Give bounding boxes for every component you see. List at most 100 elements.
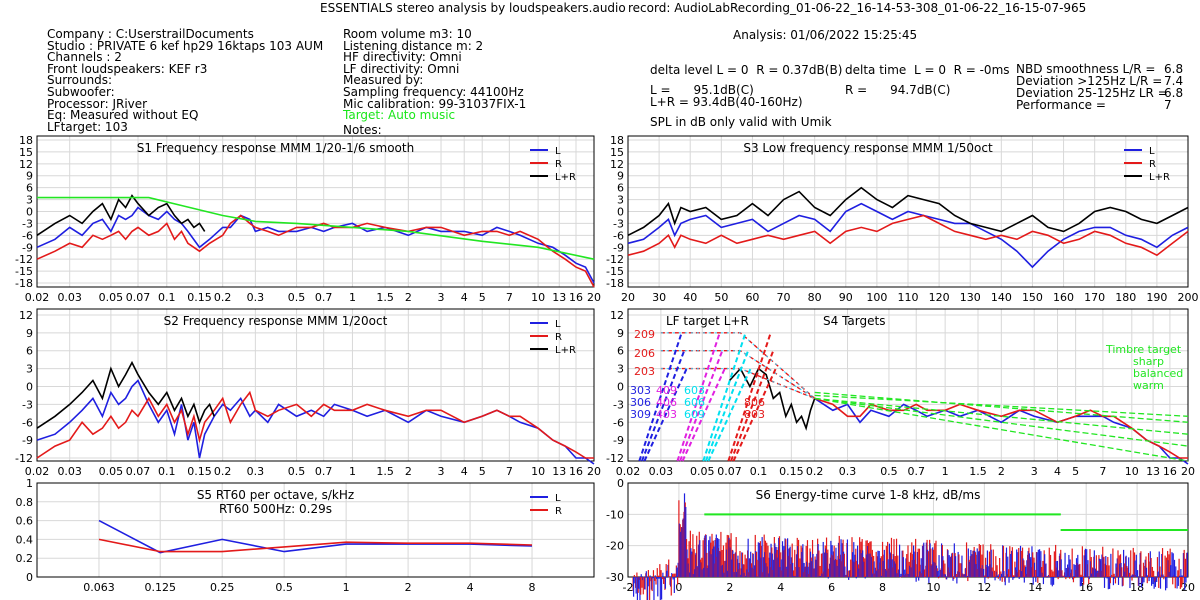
x-tick-label: 0.15	[187, 291, 212, 304]
chart-title: S4 Targets	[823, 314, 885, 328]
x-tick-label: 0.05	[690, 465, 715, 478]
y-tick-label: -6	[613, 416, 624, 429]
x-tick-label: 2	[405, 465, 412, 478]
x-tick-label: 0.15	[187, 465, 212, 478]
series-r-line	[36, 214, 595, 288]
x-tick-label: 0.03	[57, 465, 82, 478]
x-tick-label: 0.02	[616, 465, 641, 478]
y-tick-label: -20	[606, 540, 624, 553]
y-tick-label: 9	[26, 327, 33, 340]
lf-target-code: 603	[684, 384, 705, 397]
x-tick-label: 14	[1028, 581, 1042, 594]
lf-target-code: 806	[744, 396, 765, 409]
x-tick-label: 12	[977, 581, 991, 594]
x-tick-label: 3	[438, 465, 445, 478]
surrounds-line: Surrounds:	[47, 73, 113, 88]
y-tick-label: -12	[606, 452, 624, 465]
legend-label: L	[555, 493, 561, 504]
x-tick-label: 0.063	[83, 581, 115, 594]
x-tick-label: 8	[529, 581, 536, 594]
y-tick-label: 0	[26, 571, 33, 584]
y-tick-label: -3	[22, 217, 33, 230]
processor-line: Processor: JRiver	[47, 96, 148, 111]
x-tick-label: 180	[1115, 291, 1136, 304]
x-tick-label: 4	[467, 581, 474, 594]
x-tick-label: 0.3	[247, 465, 265, 478]
x-tick-label: 4	[777, 581, 784, 594]
timbre-label: balanced	[1133, 367, 1183, 380]
lf-slope-target	[704, 350, 750, 462]
series-target-line	[37, 196, 595, 260]
x-tick-label: 0.125	[144, 581, 176, 594]
x-tick-label: 10	[531, 465, 545, 478]
x-tick-label: 0.7	[315, 291, 333, 304]
x-tick-label: 0.3	[247, 291, 265, 304]
x-tick-label: 0.07	[126, 291, 151, 304]
lf-slope-target	[702, 332, 747, 462]
x-tick-label: 170	[1084, 291, 1105, 304]
y-tick-label: 12	[610, 158, 624, 171]
y-tick-label: 0	[617, 477, 624, 490]
x-tick-label: 110	[898, 291, 919, 304]
lf-directivity-line: LF directivity: Omni	[343, 61, 460, 76]
x-tick-label: 150	[1022, 291, 1043, 304]
subwoofer-line: Subwoofer:	[47, 84, 115, 99]
x-tick-label: 2	[405, 581, 412, 594]
stats-block: NBD smoothness L/R = 6.8 Deviation >125H…	[1016, 63, 1186, 112]
chart-title: S3 Low frequency response MMM 1/50oct	[743, 141, 993, 155]
studio-line: Studio : PRIVATE 6 kef hp29 16ktaps 103 …	[47, 38, 324, 53]
y-tick-label: -6	[613, 229, 624, 242]
listening-distance-line: Listening distance m: 2	[343, 38, 484, 53]
x-tick-label: 30	[652, 291, 666, 304]
plot-frame	[36, 482, 595, 578]
y-tick-label: 0	[26, 206, 33, 219]
legend-label: L	[1149, 146, 1155, 157]
y-tick-label: 6	[617, 345, 624, 358]
lf-shelf-target-cyan	[660, 332, 815, 399]
timbre-target-line	[814, 397, 1189, 462]
x-tick-label: 16	[1079, 581, 1093, 594]
x-tick-label: 5	[1072, 465, 1079, 478]
x-tick-label: 0.2	[214, 465, 232, 478]
x-tick-label: 0.05	[99, 465, 124, 478]
panel-s3: 20 30 40 50 60 70 80 90 100 110 120 130 140 150 160 170…	[606, 134, 1198, 304]
report-title: ESSENTIALS stereo analysis by loudspeake…	[320, 1, 626, 15]
x-tick-label: 18	[1130, 581, 1144, 594]
y-tick-label: 15	[610, 146, 624, 159]
y-tick-label: -9	[22, 241, 33, 254]
y-tick-label: -30	[606, 571, 624, 584]
x-tick-label: 90	[839, 291, 853, 304]
x-tick-label: 1	[349, 465, 356, 478]
hf-directivity-line: HF directivity: Omni	[343, 50, 462, 65]
lf-slope-target	[679, 350, 724, 462]
series-lr-line	[627, 186, 1189, 237]
panel-s5: 0.063 0.125 0.25 0.5 1 2 4 8 0 0.2 0.4 0.6 0.8 1 S5 RT…	[16, 477, 595, 594]
y-tick-label: -3	[613, 398, 624, 411]
legend-label: R	[1149, 159, 1156, 170]
x-tick-label: 3	[1031, 465, 1038, 478]
record-label: record: AudioLabRecording_01-06-22_16-14…	[628, 1, 1087, 15]
measured-by-line: Measured by:	[343, 73, 424, 88]
lf-target-code: 606	[684, 396, 705, 409]
panel-s2: 0.02 0.03 0.05 0.07 0.1 0.15 0.2 0.3 0.5 0.7 1 1.5 2…	[15, 308, 601, 478]
y-tick-label: 0.2	[16, 552, 34, 565]
x-tick-label: 100	[866, 291, 887, 304]
lf-slope-target	[681, 368, 726, 462]
y-tick-label: 0	[26, 380, 33, 393]
x-tick-label: 0.1	[750, 465, 768, 478]
lf-slope-target	[732, 368, 777, 462]
x-tick-label: 4	[461, 291, 468, 304]
x-tick-label: 1	[942, 465, 949, 478]
legend-label: L	[555, 146, 561, 157]
x-tick-label: 5	[479, 291, 486, 304]
x-tick-label: 200	[1178, 291, 1199, 304]
x-tick-label: 0.1	[158, 465, 176, 478]
x-tick-label: 160	[1053, 291, 1074, 304]
y-tick-label: 9	[617, 327, 624, 340]
legend-label: R	[555, 159, 562, 170]
eq-line: Eq: Measured without EQ	[47, 108, 199, 123]
front-speakers-line: Front loudspeakers: KEF r3	[47, 61, 208, 76]
stat-label: Deviation >125Hz L/R =	[1016, 74, 1163, 88]
lf-target-code: 409	[656, 384, 677, 397]
